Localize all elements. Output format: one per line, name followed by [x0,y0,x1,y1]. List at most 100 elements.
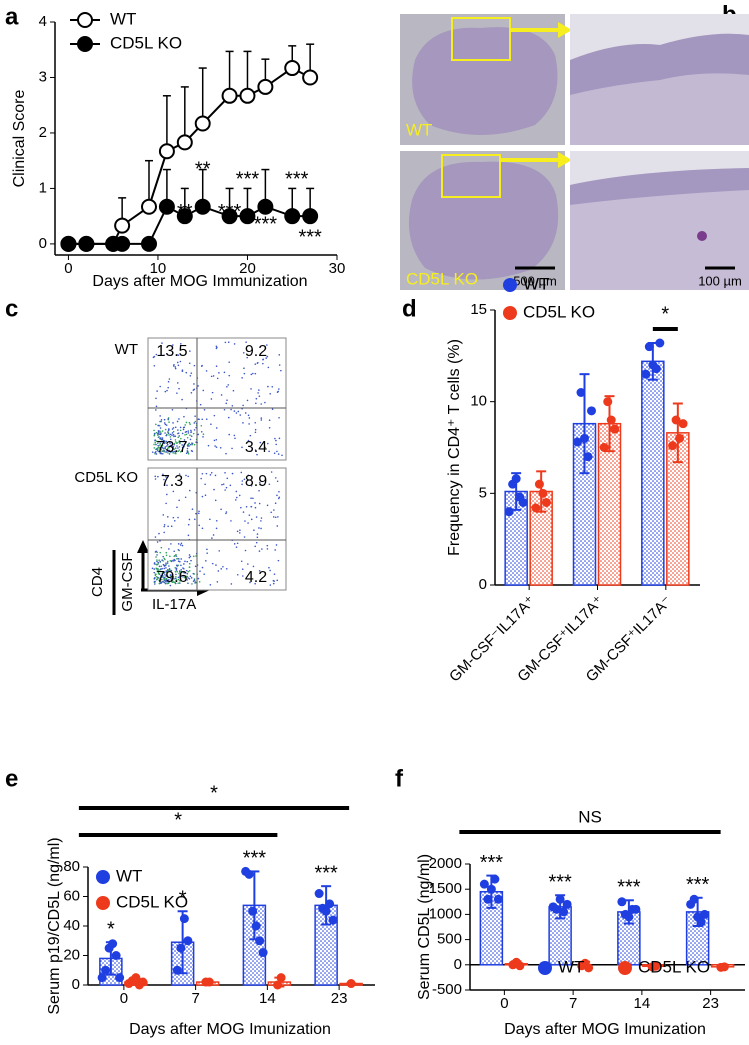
marker [194,198,211,215]
flow-event [159,427,162,429]
flow-event [255,402,257,405]
flow-event [166,582,168,585]
flow-event [165,577,168,580]
flow-event [225,486,228,489]
flow-event [272,579,275,582]
flow-event [247,563,249,565]
flow-event [278,490,280,493]
significance: *** [218,201,242,223]
flow-event [197,577,200,580]
flow-event [217,570,220,572]
flow-event [186,451,189,454]
flow-event [155,556,157,558]
data-point [108,939,118,949]
flow-event [172,365,175,367]
panel-b: b WT CD5L KO 500 µm 100 µm [400,1,749,290]
flow-event [194,565,197,568]
flow-event [153,434,156,437]
flow-event [278,496,281,499]
flow-event [157,440,160,443]
data-point [552,904,562,914]
flow-event [167,386,169,389]
flow-event [250,373,253,376]
flow-event [163,478,165,481]
flow-event [173,363,175,366]
flow-event [247,474,250,477]
flow-event [183,443,186,445]
flow-event [160,568,162,570]
flow-event [180,574,183,576]
flow-event [244,520,246,522]
flow-event [176,354,178,356]
flow-event [188,518,191,521]
flow-event [163,523,166,526]
flow-event [228,374,231,377]
flow-event [159,415,161,417]
flow-event [190,431,192,433]
flow-event [177,582,180,584]
legend-label: WT [523,274,549,293]
significance: *** [298,227,322,249]
flow-event [155,409,157,411]
flow-event [199,403,202,406]
flow-event [156,560,158,563]
flow-event [193,578,196,580]
flow-event [172,452,174,454]
flow-event [172,344,174,346]
panel-label: c [5,295,18,322]
marker [302,208,319,225]
data-point [258,948,268,958]
data-point [573,437,582,447]
flow-event [260,517,263,519]
flow-event [166,575,169,577]
flow-event [221,483,223,486]
flow-event [155,423,157,426]
flow-event [192,432,195,435]
data-point [562,899,572,909]
flow-event [176,570,179,573]
flow-event [205,472,208,475]
flow-event [269,584,272,586]
flow-event [156,578,158,580]
flow-event [274,516,277,519]
flow-event [164,574,166,576]
flow-event [168,449,171,452]
flow-event [182,571,185,574]
legend-label: CD5L KO [110,33,182,52]
flow-event [165,551,168,554]
flow-event [224,471,226,474]
flow-event [153,364,156,367]
flow-event [181,398,183,401]
flow-event [155,405,158,408]
flow-event [214,499,217,502]
tissue-edge [570,33,749,95]
flow-event [197,512,200,515]
legend-marker [618,961,632,975]
flow-event [185,433,188,436]
flow-event [161,574,164,577]
flow-event [154,439,156,441]
data-point [531,503,541,513]
flow-event [254,372,257,375]
data-point [617,897,627,907]
flow-event [173,519,176,522]
flow-event [179,544,182,546]
flow-event [160,419,163,421]
flow-event [197,385,199,387]
flow-event [164,447,166,449]
flow-event [195,555,197,557]
marker [239,208,256,225]
flow-event [173,558,176,561]
flow-event [164,390,167,393]
flow-event [178,499,180,502]
flow-event [171,579,174,582]
flow-event [281,454,283,457]
flow-event [242,422,244,424]
flow-event [163,531,165,534]
flow-event [172,430,175,433]
flow-event [185,421,188,424]
flow-event [181,450,183,452]
flow-event [175,450,177,452]
flow-event [176,392,178,394]
flow-event [197,418,200,420]
